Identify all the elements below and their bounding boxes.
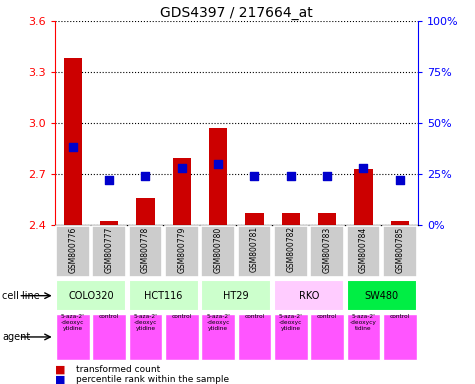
Bar <box>246 213 264 225</box>
Bar <box>274 280 344 311</box>
Text: COLO320: COLO320 <box>68 291 114 301</box>
Text: GSM800784: GSM800784 <box>359 226 368 273</box>
Point <box>360 165 367 171</box>
Bar <box>238 226 271 277</box>
Bar <box>201 226 235 277</box>
Bar <box>100 221 118 225</box>
Text: 5-aza-2'
-deoxyc
ytidine: 5-aza-2' -deoxyc ytidine <box>206 314 230 331</box>
Bar <box>165 226 199 277</box>
Bar <box>383 314 417 360</box>
Point <box>178 165 186 171</box>
Bar <box>129 280 199 311</box>
Text: ■: ■ <box>55 374 65 384</box>
Bar <box>318 213 336 225</box>
Bar <box>201 314 235 360</box>
Bar <box>311 314 344 360</box>
Text: 5-aza-2'
-deoxycy
tidine: 5-aza-2' -deoxycy tidine <box>350 314 377 331</box>
Text: GSM800778: GSM800778 <box>141 226 150 273</box>
Bar <box>56 280 126 311</box>
Text: GSM800780: GSM800780 <box>214 226 223 273</box>
Text: control: control <box>244 314 265 319</box>
Bar <box>56 226 89 277</box>
Text: HT29: HT29 <box>224 291 249 301</box>
Text: agent: agent <box>2 332 30 342</box>
Text: SW480: SW480 <box>365 291 399 301</box>
Bar <box>136 197 154 225</box>
Bar <box>165 314 199 360</box>
Text: control: control <box>99 314 119 319</box>
Point <box>105 177 113 183</box>
Text: GSM800779: GSM800779 <box>177 226 186 273</box>
Bar <box>391 221 409 225</box>
Text: 5-aza-2'
-deoxyc
ytidine: 5-aza-2' -deoxyc ytidine <box>61 314 85 331</box>
Point <box>69 144 76 151</box>
Bar <box>347 280 417 311</box>
Text: percentile rank within the sample: percentile rank within the sample <box>76 375 229 384</box>
Bar <box>129 314 162 360</box>
Bar <box>383 226 417 277</box>
Bar <box>282 213 300 225</box>
Text: GSM800783: GSM800783 <box>323 226 332 273</box>
Bar <box>347 226 380 277</box>
Bar <box>64 58 82 225</box>
Text: control: control <box>390 314 410 319</box>
Bar <box>93 226 126 277</box>
Bar <box>347 314 380 360</box>
Bar <box>238 314 271 360</box>
Point <box>251 173 258 179</box>
Text: GSM800781: GSM800781 <box>250 226 259 272</box>
Point <box>323 173 331 179</box>
Bar <box>311 226 344 277</box>
Text: GSM800777: GSM800777 <box>104 226 114 273</box>
Bar <box>173 159 191 225</box>
Bar <box>201 280 271 311</box>
Bar <box>209 128 227 225</box>
Bar <box>274 226 307 277</box>
Point <box>142 173 149 179</box>
Bar <box>93 314 126 360</box>
Text: GSM800785: GSM800785 <box>395 226 404 273</box>
Point <box>396 177 404 183</box>
Bar <box>56 314 89 360</box>
Text: control: control <box>317 314 337 319</box>
Bar <box>129 226 162 277</box>
Text: RKO: RKO <box>299 291 319 301</box>
Text: ■: ■ <box>55 364 65 374</box>
Point <box>214 161 222 167</box>
Bar <box>354 169 372 225</box>
Text: GSM800776: GSM800776 <box>68 226 77 273</box>
Text: control: control <box>171 314 192 319</box>
Bar <box>274 314 307 360</box>
Title: GDS4397 / 217664_at: GDS4397 / 217664_at <box>160 6 313 20</box>
Text: GSM800782: GSM800782 <box>286 226 295 272</box>
Text: 5-aza-2'
-deoxyc
ytidine: 5-aza-2' -deoxyc ytidine <box>279 314 303 331</box>
Text: transformed count: transformed count <box>76 365 160 374</box>
Text: HCT116: HCT116 <box>144 291 183 301</box>
Text: cell line: cell line <box>2 291 40 301</box>
Text: 5-aza-2'
-deoxyc
ytidine: 5-aza-2' -deoxyc ytidine <box>133 314 157 331</box>
Point <box>287 173 294 179</box>
